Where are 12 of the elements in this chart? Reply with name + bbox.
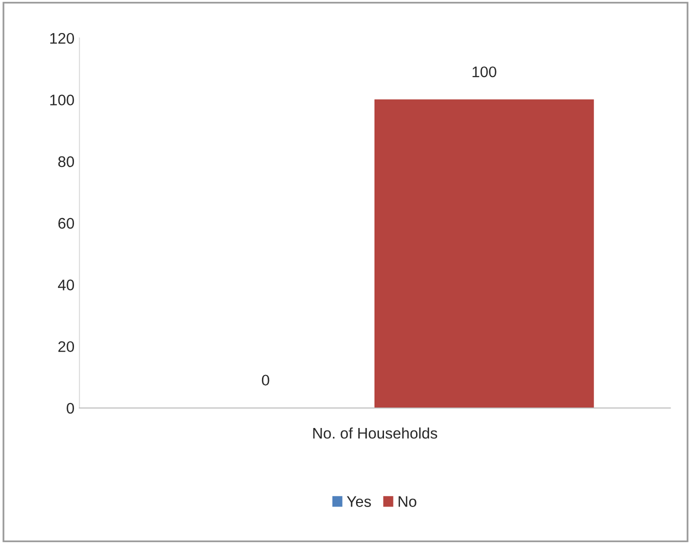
legend-label: No xyxy=(398,496,416,507)
legend-label: Yes xyxy=(346,496,371,507)
y-tick-label: 120 xyxy=(50,32,74,44)
data-label: 0 xyxy=(262,374,270,386)
y-tick-label: 20 xyxy=(58,341,74,352)
y-tick-label: 60 xyxy=(58,218,74,229)
x-tick-label: No. of Households xyxy=(313,427,438,439)
y-tick-label: 0 xyxy=(66,402,74,414)
y-tick-label: 100 xyxy=(50,94,74,106)
y-tick-label: 40 xyxy=(58,280,74,290)
y-tick-label: 80 xyxy=(58,156,74,168)
data-label: 100 xyxy=(472,66,496,78)
